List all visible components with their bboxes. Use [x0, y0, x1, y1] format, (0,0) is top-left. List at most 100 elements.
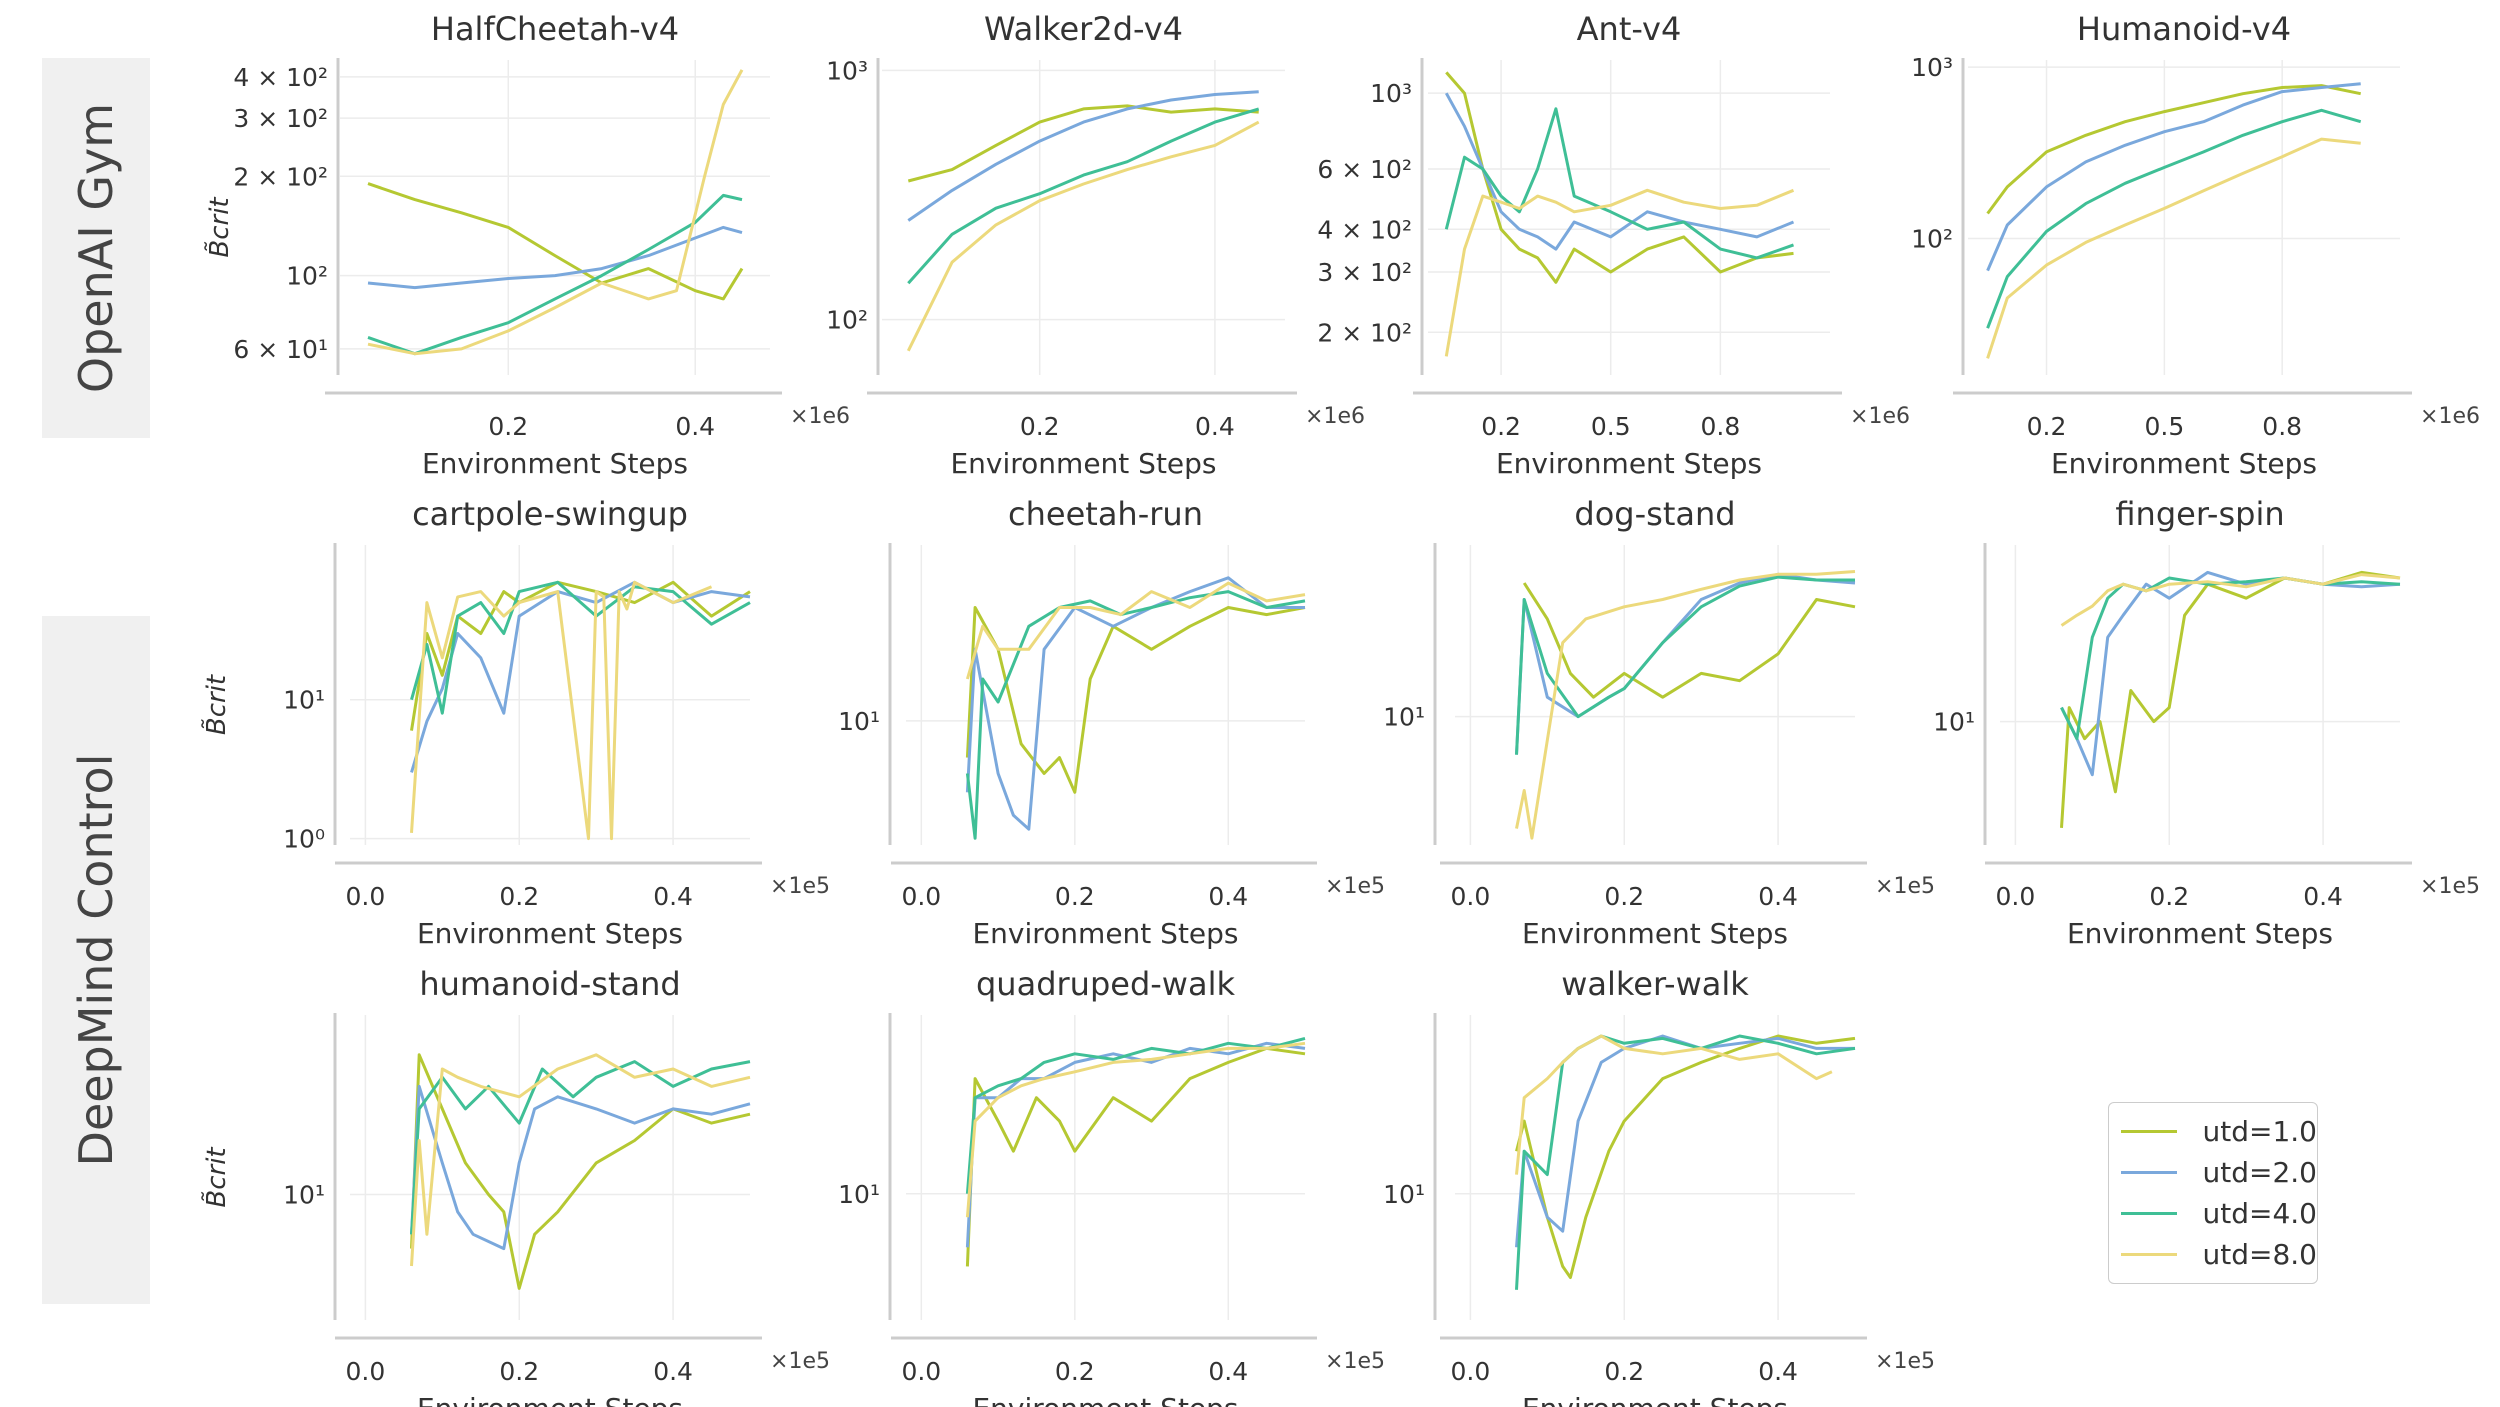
- y-tick-label: 10⁰: [283, 825, 325, 854]
- x-tick-label: 0.2: [1604, 882, 1644, 911]
- panel-title: Humanoid-v4: [2077, 10, 2291, 48]
- panel-quadruped-walk: 0.0 0.2 0.4 10¹ ×1e5 quadruped-walk Environmen…: [838, 965, 1385, 1407]
- series-line-utd-8-0: [1515, 570, 1856, 840]
- series-line-utd-4-0: [410, 1060, 751, 1235]
- y-tick-label: 6 × 10¹: [233, 335, 328, 364]
- y-tick-label: 2 × 10²: [1317, 318, 1412, 347]
- panel-halfcheetah-v4: 0.2 0.4 6 × 10¹ 10² 2 × 10² 3 × 10² 4 × 10² ×1e…: [203, 10, 850, 480]
- series-line-utd-1-0: [367, 182, 744, 301]
- series-line-utd-8-0: [2060, 573, 2401, 627]
- panel-title: quadruped-walk: [976, 965, 1235, 1003]
- y-tick-label: 10²: [286, 262, 328, 291]
- x-tick-label: 0.4: [1195, 412, 1235, 441]
- series-line-utd-4-0: [1515, 575, 1855, 755]
- legend-label-utd-4: utd=4.0: [2202, 1197, 2318, 1230]
- y-tick-label: 10¹: [1383, 1180, 1425, 1209]
- legend-entry-utd-8: utd=8.0: [2121, 1234, 2317, 1275]
- x-multiplier: ×1e6: [790, 404, 850, 429]
- x-tick-label: 0.0: [346, 1357, 386, 1386]
- x-axis-label: Environment Steps: [972, 1392, 1238, 1407]
- series-line-utd-8-0: [965, 1041, 1306, 1218]
- x-axis-label: Environment Steps: [1522, 917, 1788, 950]
- x-tick-label: 0.0: [1451, 1357, 1491, 1386]
- panel-title: HalfCheetah-v4: [431, 10, 679, 48]
- x-tick-label: 0.5: [1591, 412, 1631, 441]
- x-tick-label: 0.2: [1481, 412, 1521, 441]
- series-line-utd-8-0: [1444, 188, 1795, 357]
- section-band-deepmind-control: [42, 616, 150, 1304]
- series-line-utd-1-0: [1986, 84, 2362, 215]
- x-tick-label: 0.4: [1208, 882, 1248, 911]
- y-tick-label: 10²: [1911, 225, 1953, 254]
- y-tick-label: 10¹: [283, 686, 325, 715]
- series-line-utd-4-0: [367, 193, 743, 356]
- series-line-utd-2-0: [410, 1084, 751, 1251]
- panel-cheetah-run: 0.0 0.2 0.4 10¹ ×1e5 cheetah-run Environment S…: [838, 495, 1385, 950]
- series-line-utd-8-0: [410, 1053, 751, 1267]
- y-tick-label: 3 × 10²: [233, 104, 328, 133]
- series-line-utd-4-0: [1444, 107, 1795, 260]
- x-tick-label: 0.2: [1020, 412, 1060, 441]
- series-line-utd-4-0: [1986, 108, 2362, 329]
- panel-cartpole-swingup: 0.0 0.2 0.4 10⁰ 10¹ ×1e5 cartpole-swingup Envir…: [200, 495, 830, 950]
- panel-title: dog-stand: [1574, 495, 1735, 533]
- panel-title: cheetah-run: [1008, 495, 1203, 533]
- y-tick-label: 10²: [826, 306, 868, 335]
- x-multiplier: ×1e6: [1305, 404, 1365, 429]
- legend-entry-utd-2: utd=2.0: [2121, 1152, 2317, 1193]
- x-tick-label: 0.8: [2262, 412, 2302, 441]
- x-multiplier: ×1e5: [1325, 1349, 1385, 1374]
- series-line-utd-8-0: [965, 581, 1306, 680]
- y-tick-label: 4 × 10²: [1317, 215, 1412, 244]
- series-line-utd-2-0: [410, 580, 751, 773]
- series-line-utd-2-0: [1444, 92, 1795, 251]
- legend-swatch-utd-1: [2121, 1130, 2177, 1133]
- x-tick-label: 0.2: [488, 412, 528, 441]
- legend-label-utd-8: utd=8.0: [2202, 1238, 2318, 1271]
- series-line-utd-8-0: [906, 120, 1260, 352]
- panel-finger-spin: 0.0 0.2 0.4 10¹ ×1e5 finger-spin Environment S…: [1933, 495, 2480, 950]
- x-tick-label: 0.5: [2144, 412, 2184, 441]
- series-line-utd-2-0: [965, 1041, 1306, 1248]
- y-tick-label: 10¹: [283, 1181, 325, 1210]
- series-line-utd-4-0: [907, 107, 1260, 285]
- series-line-utd-4-0: [965, 590, 1306, 840]
- x-tick-label: 0.4: [653, 1357, 693, 1386]
- x-tick-label: 0.0: [901, 882, 941, 911]
- x-multiplier: ×1e5: [770, 1349, 830, 1374]
- x-axis-label: Environment Steps: [417, 1392, 683, 1407]
- y-tick-label: 4 × 10²: [233, 63, 328, 92]
- y-tick-label: 10¹: [838, 707, 880, 736]
- series-line-utd-4-0: [1515, 1034, 1856, 1290]
- legend-label-utd-2: utd=2.0: [2202, 1156, 2318, 1189]
- series-line-utd-8-0: [367, 69, 744, 356]
- x-tick-label: 0.4: [1208, 1357, 1248, 1386]
- x-tick-label: 0.4: [2303, 882, 2343, 911]
- legend-swatch-utd-2: [2121, 1171, 2177, 1174]
- y-tick-label: 6 × 10²: [1317, 155, 1412, 184]
- x-multiplier: ×1e5: [770, 874, 830, 899]
- series-line-utd-1-0: [410, 1053, 751, 1290]
- y-tick-label: 10³: [1370, 79, 1412, 108]
- series-line-utd-2-0: [2060, 570, 2401, 777]
- panel-title: walker-walk: [1561, 965, 1749, 1003]
- x-axis-label: Environment Steps: [417, 917, 683, 950]
- panel-humanoid-stand: 0.0 0.2 0.4 10¹ ×1e5 humanoid-stand Environmen…: [200, 965, 830, 1407]
- x-tick-label: 0.4: [675, 412, 715, 441]
- y-axis-label: B̃crit: [203, 197, 235, 258]
- series-line-utd-4-0: [410, 580, 751, 715]
- legend-entry-utd-4: utd=4.0: [2121, 1193, 2317, 1234]
- y-tick-label: 10¹: [838, 1180, 880, 1209]
- y-axis-label: B̃crit: [200, 674, 232, 735]
- x-tick-label: 0.4: [1758, 882, 1798, 911]
- y-tick-label: 10³: [826, 56, 868, 85]
- panel-walker2d-v4: 0.2 0.4 10² 10³ ×1e6 Walker2d-v4 Environment S…: [826, 10, 1365, 480]
- x-tick-label: 0.0: [901, 1357, 941, 1386]
- y-tick-label: 10¹: [1383, 703, 1425, 732]
- series-line-utd-2-0: [367, 225, 743, 290]
- legend-entry-utd-1: utd=1.0: [2121, 1111, 2317, 1152]
- series-line-utd-1-0: [907, 104, 1259, 183]
- section-band-openai-gym: [42, 58, 150, 438]
- panel-title: finger-spin: [2115, 495, 2284, 533]
